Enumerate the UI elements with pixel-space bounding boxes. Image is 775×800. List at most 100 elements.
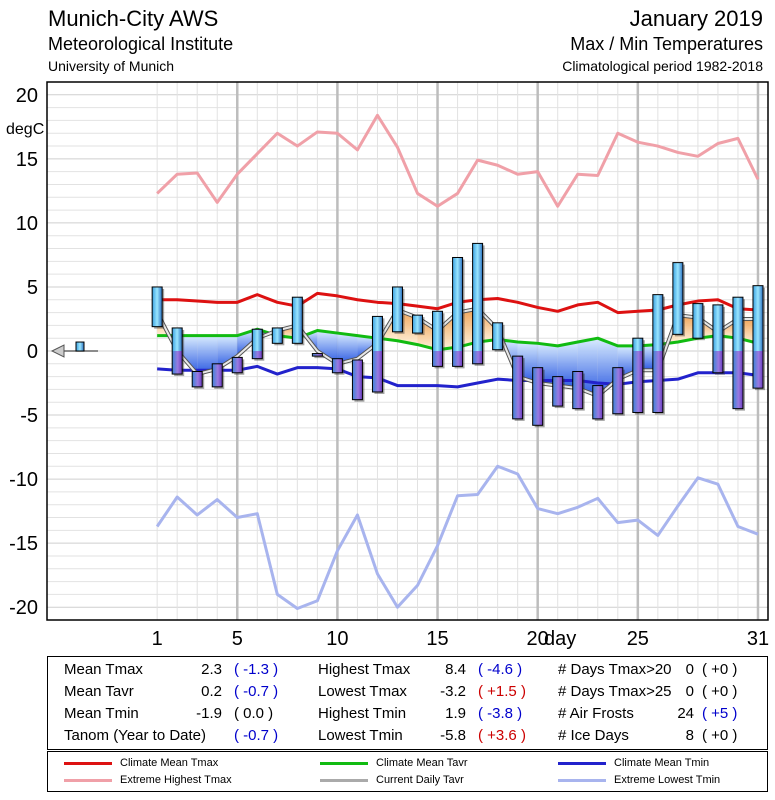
stat-anomaly: ( +0 ) [702,683,738,700]
stat-value: 0.2 [201,683,222,700]
bar-lower [612,367,623,414]
bar-upper [472,243,483,351]
bar-lower [472,351,483,364]
legend-label: Climate Mean Tmax [120,757,219,769]
bar-upper [172,327,183,351]
statistics-table: Mean Tmax 2.3 ( -1.3 ) Mean Tavr 0.2 ( -… [47,656,768,750]
stat-anomaly: ( -3.8 ) [478,705,523,722]
x-tick-label: 20 [527,628,549,650]
bar-lower [232,357,243,373]
daily-range-bar [692,303,705,341]
bar-upper [712,304,723,351]
daily-range-bar [572,370,585,411]
bar-lower [252,351,263,359]
bar-lower [512,356,523,419]
stat-label: Mean Tavr [64,683,134,700]
bar-upper [632,338,643,351]
bar-outline [472,242,484,365]
stat-value: -5.8 [440,727,466,744]
daily-range-bar [452,256,465,369]
station-title: Munich-City AWS [48,6,219,31]
bar-outline [552,376,564,407]
legend-swatch [558,761,606,765]
anomaly-bar [75,341,85,352]
anomaly-fill [217,335,238,369]
bar-lower [352,359,363,400]
stat-value: 8 [685,727,694,744]
legend-item: Climate Mean Tavr [320,757,468,769]
bar-outline [191,370,203,388]
bar-outline [612,367,624,415]
y-tick-label: -15 [9,533,38,555]
daily-range-bar [151,286,165,329]
bar-upper [252,329,263,351]
y-tick-label: 10 [16,213,38,235]
stat-label: Highest Tmax [318,661,411,678]
bar-lower [752,351,763,389]
bar-outline [311,353,323,357]
y-tick-label: -20 [9,597,38,619]
daily-range-bar [412,314,425,336]
stat-value: 24 [677,705,694,722]
stat-value: 0 [685,661,694,678]
stat-anomaly: ( -0.7 ) [234,683,279,700]
bar-lower [592,385,603,419]
bar-outline [692,303,704,339]
climate-period: Climatological period 1982-2018 [562,58,763,74]
stat-value: 2.3 [201,661,222,678]
bar-upper [652,294,663,351]
bar-lower [332,358,343,373]
daily-range-bar [732,296,745,411]
bar-upper [452,257,463,351]
bar-outline [251,328,263,360]
bar-lower [712,351,723,373]
x-tick-label: 10 [326,628,348,650]
stat-value: -1.9 [196,705,222,722]
daily-range-bar [391,286,405,334]
bar-outline [632,337,644,413]
bar-outline [512,355,524,420]
stat-label: Mean Tmax [64,661,143,678]
legend-item: Current Daily Tavr [320,774,464,786]
daily-range-bar [351,359,365,402]
bar-upper [412,315,423,334]
legend-swatch [320,778,368,782]
stat-label: # Days Tmax>25 [558,683,672,700]
daily-range-bar [271,327,285,346]
daily-range-bar [331,358,345,375]
bar-outline [171,327,183,375]
bar-lower [452,351,463,367]
bar-upper [372,316,383,351]
university-name: University of Munich [48,58,175,74]
bar-lower [532,367,543,426]
bar-lower [732,351,743,409]
bar-outline [492,322,504,351]
bar-lower [212,363,223,387]
bar-lower [192,371,203,387]
stat-label: # Air Frosts [558,705,634,722]
daily-range-bar [552,376,565,409]
bar-outline [371,315,383,393]
bar-shadow [314,355,325,359]
bar-outline [652,294,664,413]
stat-anomaly: ( 0.0 ) [234,705,274,722]
chart-legend: Climate Mean Tmax Climate Mean Tavr Clim… [47,751,768,792]
bar-outline [351,359,363,401]
extreme-lowest-tmin-line [155,464,759,610]
anomaly-arrow-icon [50,344,65,358]
legend-label: Current Daily Tavr [376,774,464,786]
y-tick-label: -5 [20,405,38,427]
bar-lower [432,351,443,367]
stat-label: # Ice Days [558,727,629,744]
y-tick-label: 0 [27,341,38,363]
bar-upper [752,285,763,351]
y-tick-label: 15 [16,149,38,171]
month-title: January 2019 [629,6,763,31]
bar-outline [432,310,444,367]
daily-range-bar [231,356,245,375]
daily-range-bar [512,355,525,421]
bar-outline [151,286,163,328]
legend-swatch [320,761,368,765]
legend-swatch [64,778,112,782]
x-tick-label: 15 [426,628,448,650]
